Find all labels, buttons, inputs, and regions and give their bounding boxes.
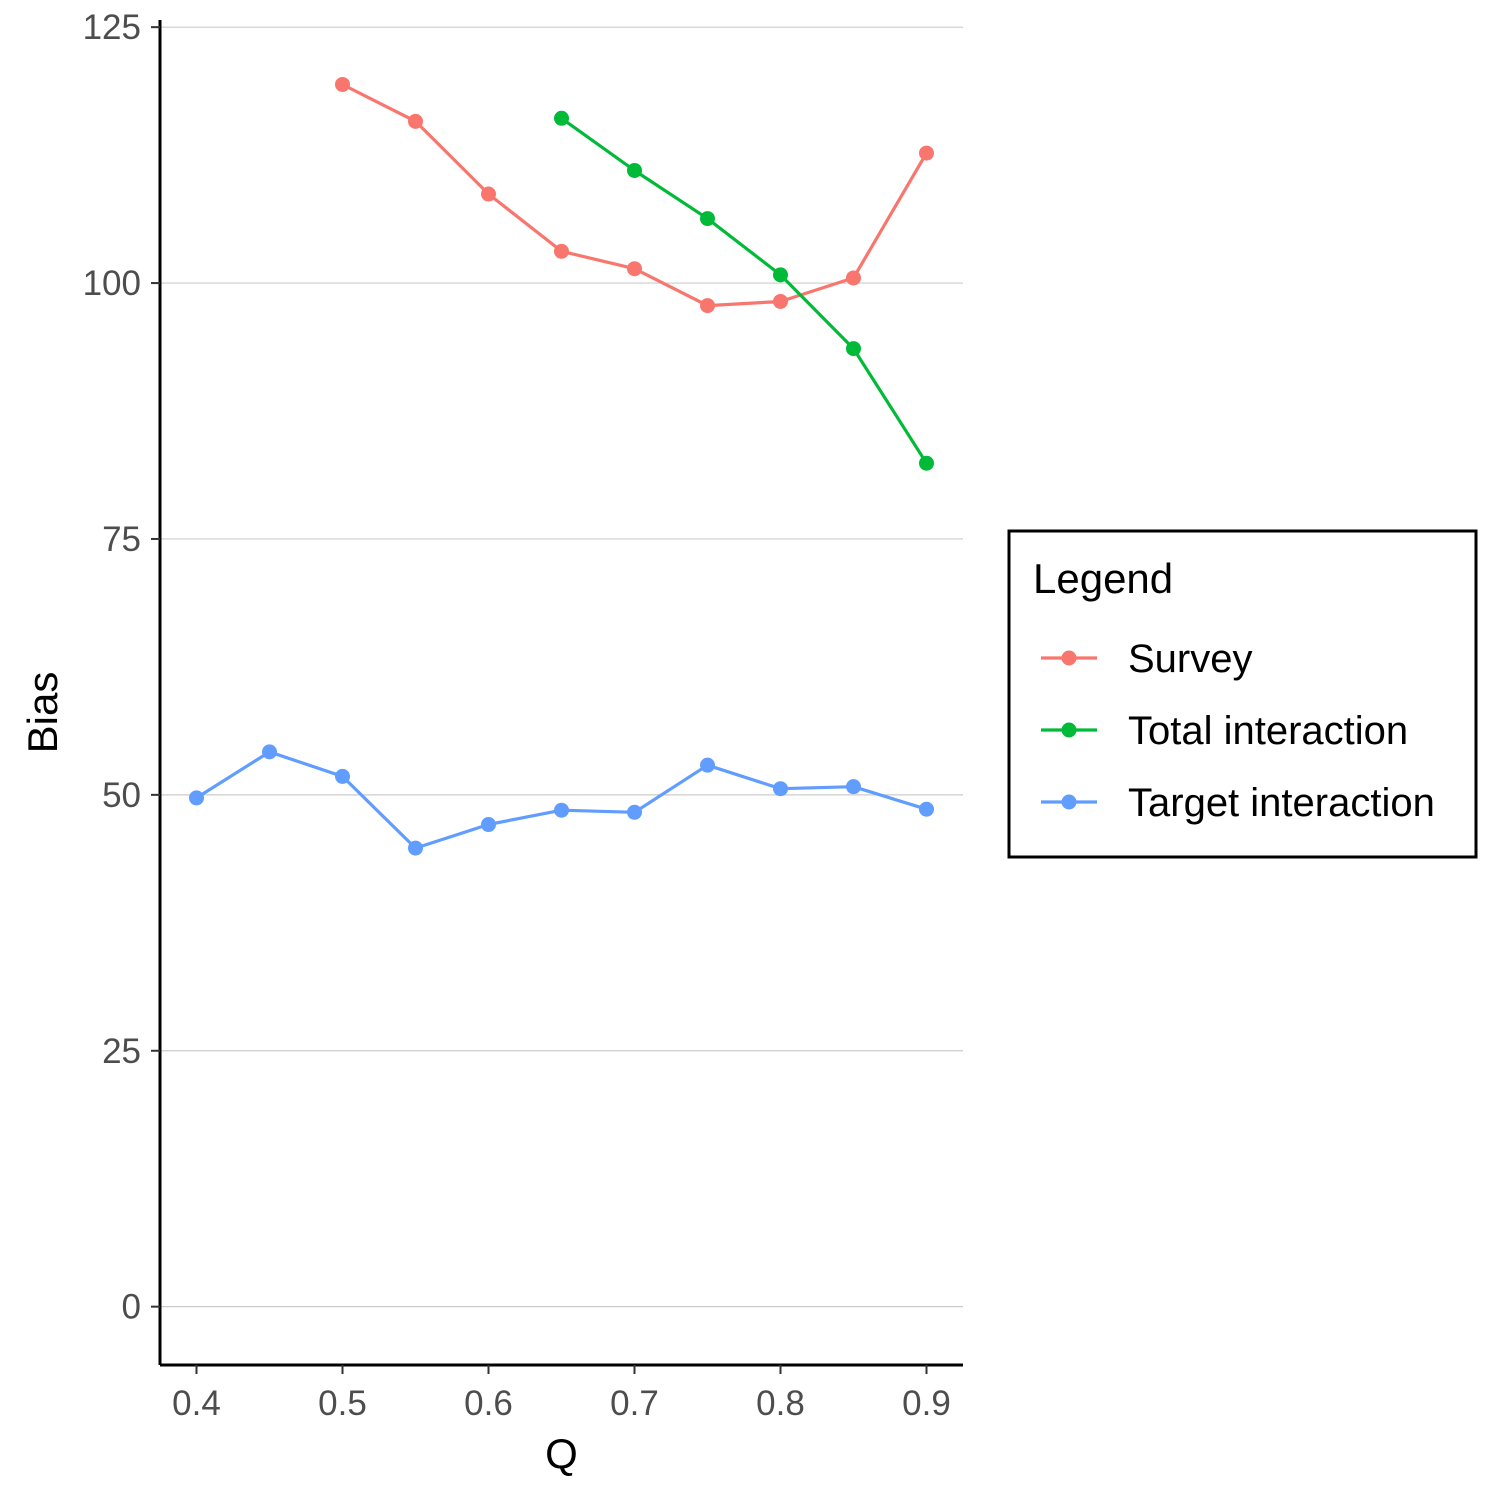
data-point (627, 804, 642, 820)
data-point (846, 341, 861, 357)
y-tick-label: 125 (83, 8, 141, 47)
data-point (700, 757, 715, 773)
data-point (481, 186, 496, 202)
legend-label: Target interaction (1128, 781, 1435, 825)
y-tick-label: 25 (102, 1032, 141, 1071)
data-point (554, 243, 569, 259)
legend-entries: Survey Total interaction Target interactio… (1041, 637, 1435, 825)
y-tick-label: 75 (102, 520, 141, 559)
data-point (773, 781, 788, 797)
y-tick-label: 100 (83, 264, 141, 303)
legend-entry: Target interaction (1041, 781, 1435, 825)
legend-key-point (1061, 794, 1077, 810)
legend: Legend Survey Total interaction Target int… (1007, 529, 1478, 859)
data-point (189, 790, 204, 806)
data-point (919, 801, 934, 817)
legend-key-point (1061, 650, 1077, 666)
x-axis-title: Q (545, 1430, 578, 1477)
gridlines (160, 26, 963, 1308)
x-tick-label: 0.5 (318, 1384, 367, 1423)
x-tick-label: 0.9 (902, 1384, 951, 1423)
data-point (773, 267, 788, 283)
data-point (773, 293, 788, 309)
data-point (846, 779, 861, 795)
series-layer (189, 76, 934, 856)
legend-label: Survey (1128, 637, 1253, 681)
axes (158, 20, 963, 1367)
legend-key-point (1061, 722, 1077, 738)
data-point (700, 298, 715, 314)
x-tick-label: 0.8 (756, 1384, 805, 1423)
legend-title: Legend (1033, 555, 1173, 602)
x-ticks: 0.4 0.5 0.6 0.7 0.8 0.9 (172, 1365, 951, 1423)
data-point (335, 76, 350, 92)
data-point (408, 113, 423, 129)
data-point (554, 110, 569, 126)
y-tick-label: 0 (122, 1288, 141, 1327)
series-line (560, 116, 928, 465)
data-point (262, 744, 277, 760)
legend-label: Total interaction (1128, 709, 1408, 753)
data-point (335, 768, 350, 784)
y-axis-title: Bias (19, 672, 66, 754)
legend-entry: Total interaction (1041, 709, 1408, 753)
data-point (481, 817, 496, 833)
data-point (408, 840, 423, 856)
y-ticks: 0 25 50 75 100 125 (83, 8, 160, 1327)
data-point (846, 270, 861, 286)
x-tick-label: 0.4 (172, 1384, 221, 1423)
data-point (919, 455, 934, 471)
data-point (700, 211, 715, 227)
series-line (195, 750, 927, 850)
series-total-interaction (554, 110, 934, 471)
x-tick-label: 0.7 (610, 1384, 659, 1423)
series-target-interaction (189, 744, 934, 856)
data-point (627, 162, 642, 178)
y-tick-label: 50 (102, 776, 141, 815)
data-point (919, 145, 934, 161)
data-point (554, 802, 569, 818)
data-point (627, 261, 642, 277)
legend-entry: Survey (1041, 637, 1253, 681)
x-tick-label: 0.6 (464, 1384, 513, 1423)
series-survey (335, 76, 934, 314)
